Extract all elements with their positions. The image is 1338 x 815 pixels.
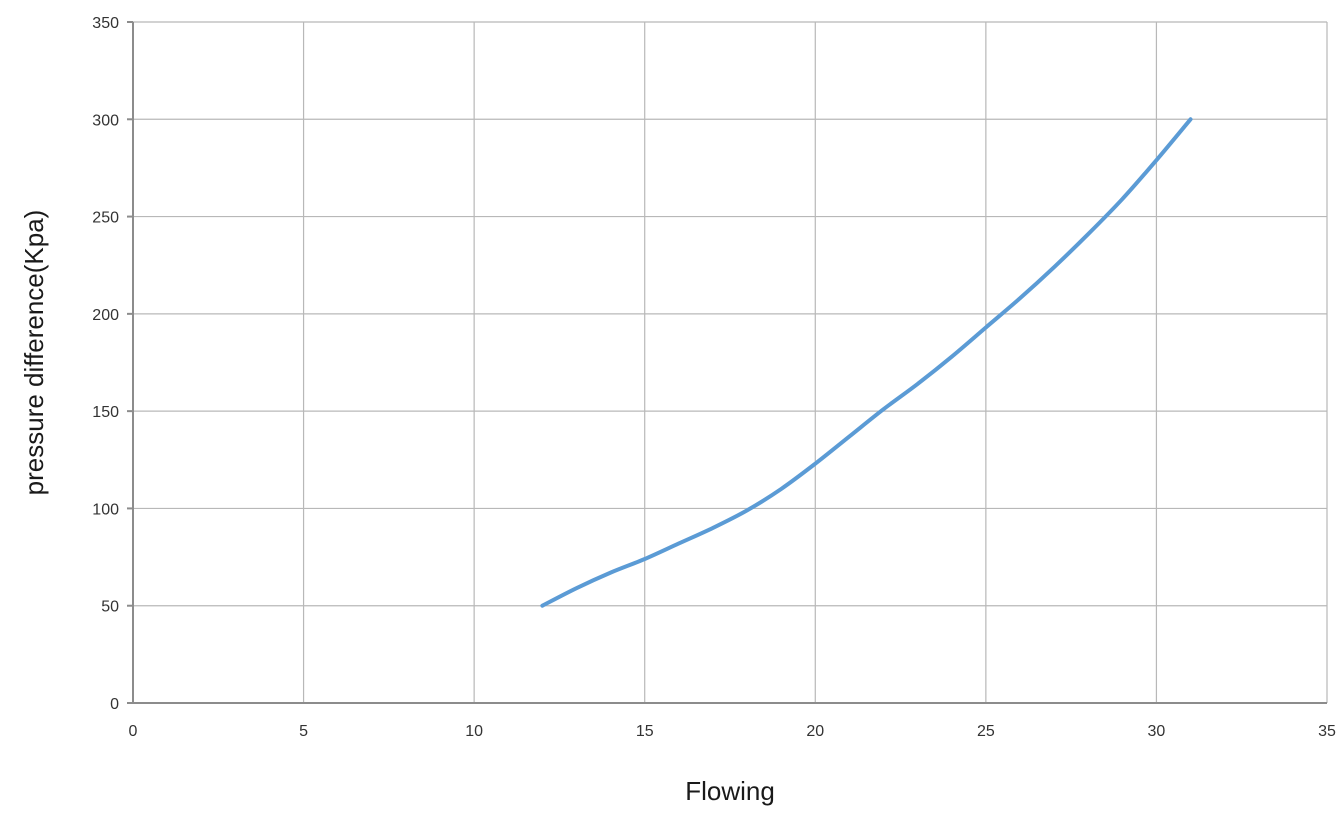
y-tick-label: 0 — [110, 696, 119, 713]
x-tick-label: 35 — [1318, 723, 1336, 740]
y-tick-label: 300 — [92, 112, 119, 129]
axes — [127, 22, 1327, 703]
x-tick-label: 15 — [636, 723, 654, 740]
y-tick-label: 150 — [92, 404, 119, 421]
y-tick-label: 250 — [92, 210, 119, 227]
x-tick-label: 5 — [299, 723, 308, 740]
y-axis-title: pressure difference(Kpa) — [19, 210, 49, 496]
x-tick-label: 30 — [1148, 723, 1166, 740]
x-axis-title: Flowing — [685, 776, 775, 806]
series-line-0 — [542, 119, 1190, 605]
gridlines — [133, 22, 1327, 703]
y-tick-label: 100 — [92, 501, 119, 518]
x-tick-label: 0 — [129, 723, 138, 740]
y-tick-label: 200 — [92, 307, 119, 324]
x-tick-label: 10 — [465, 723, 483, 740]
x-tick-label: 25 — [977, 723, 995, 740]
series-layer — [542, 119, 1190, 605]
y-tick-label: 50 — [101, 599, 119, 616]
y-tick-label: 350 — [92, 15, 119, 32]
x-tick-label: 20 — [806, 723, 824, 740]
